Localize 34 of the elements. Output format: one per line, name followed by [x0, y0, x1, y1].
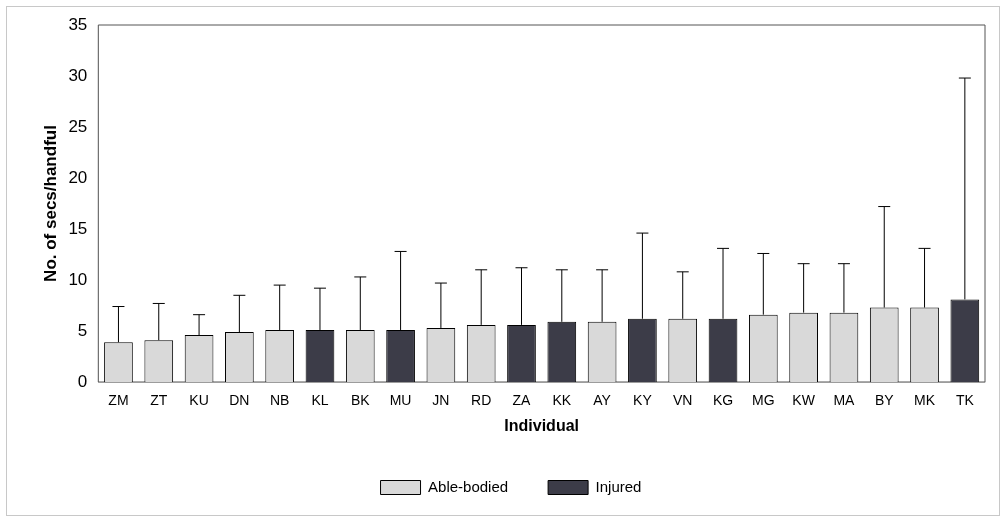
x-tick-label: AY	[593, 392, 612, 409]
x-tick-label: DN	[229, 392, 250, 409]
x-tick-label: TK	[955, 392, 975, 409]
x-tick-label: MK	[914, 392, 936, 409]
x-tick-label: KU	[189, 392, 209, 409]
y-tick-label: 20	[68, 167, 88, 187]
x-tick-label: KW	[792, 392, 816, 409]
x-tick-label: NB	[269, 392, 290, 409]
x-tick-label: JN	[432, 392, 450, 409]
x-axis-title: Individual	[504, 416, 579, 434]
x-tick-label: RD	[471, 392, 492, 409]
x-tick-label: KK	[552, 392, 572, 409]
x-tick-label: MA	[833, 392, 856, 409]
y-tick-label: 10	[68, 269, 88, 289]
x-tick-label: ZM	[108, 392, 129, 409]
x-tick-label: KY	[633, 392, 653, 409]
x-tick-label: BY	[874, 392, 895, 409]
y-tick-label: 15	[68, 218, 88, 238]
x-tick-label: ZA	[512, 392, 532, 409]
y-tick-label: 0	[77, 371, 88, 391]
x-tick-label: BK	[350, 392, 371, 409]
x-tick-label: KL	[311, 392, 329, 409]
y-tick-label: 25	[68, 116, 88, 136]
x-tick-label: MU	[389, 392, 412, 409]
legend-label: Able-bodied	[428, 477, 509, 495]
x-tick-label: ZT	[150, 392, 168, 409]
y-axis-title: No. of secs/handful	[40, 125, 60, 282]
y-tick-label: 30	[68, 65, 88, 85]
y-tick-label: 35	[68, 14, 88, 34]
legend-label: Injured	[595, 477, 642, 495]
x-tick-label: VN	[672, 392, 693, 409]
x-tick-label: MG	[752, 392, 775, 409]
y-tick-label: 5	[77, 320, 88, 340]
x-tick-label: KG	[712, 392, 734, 409]
